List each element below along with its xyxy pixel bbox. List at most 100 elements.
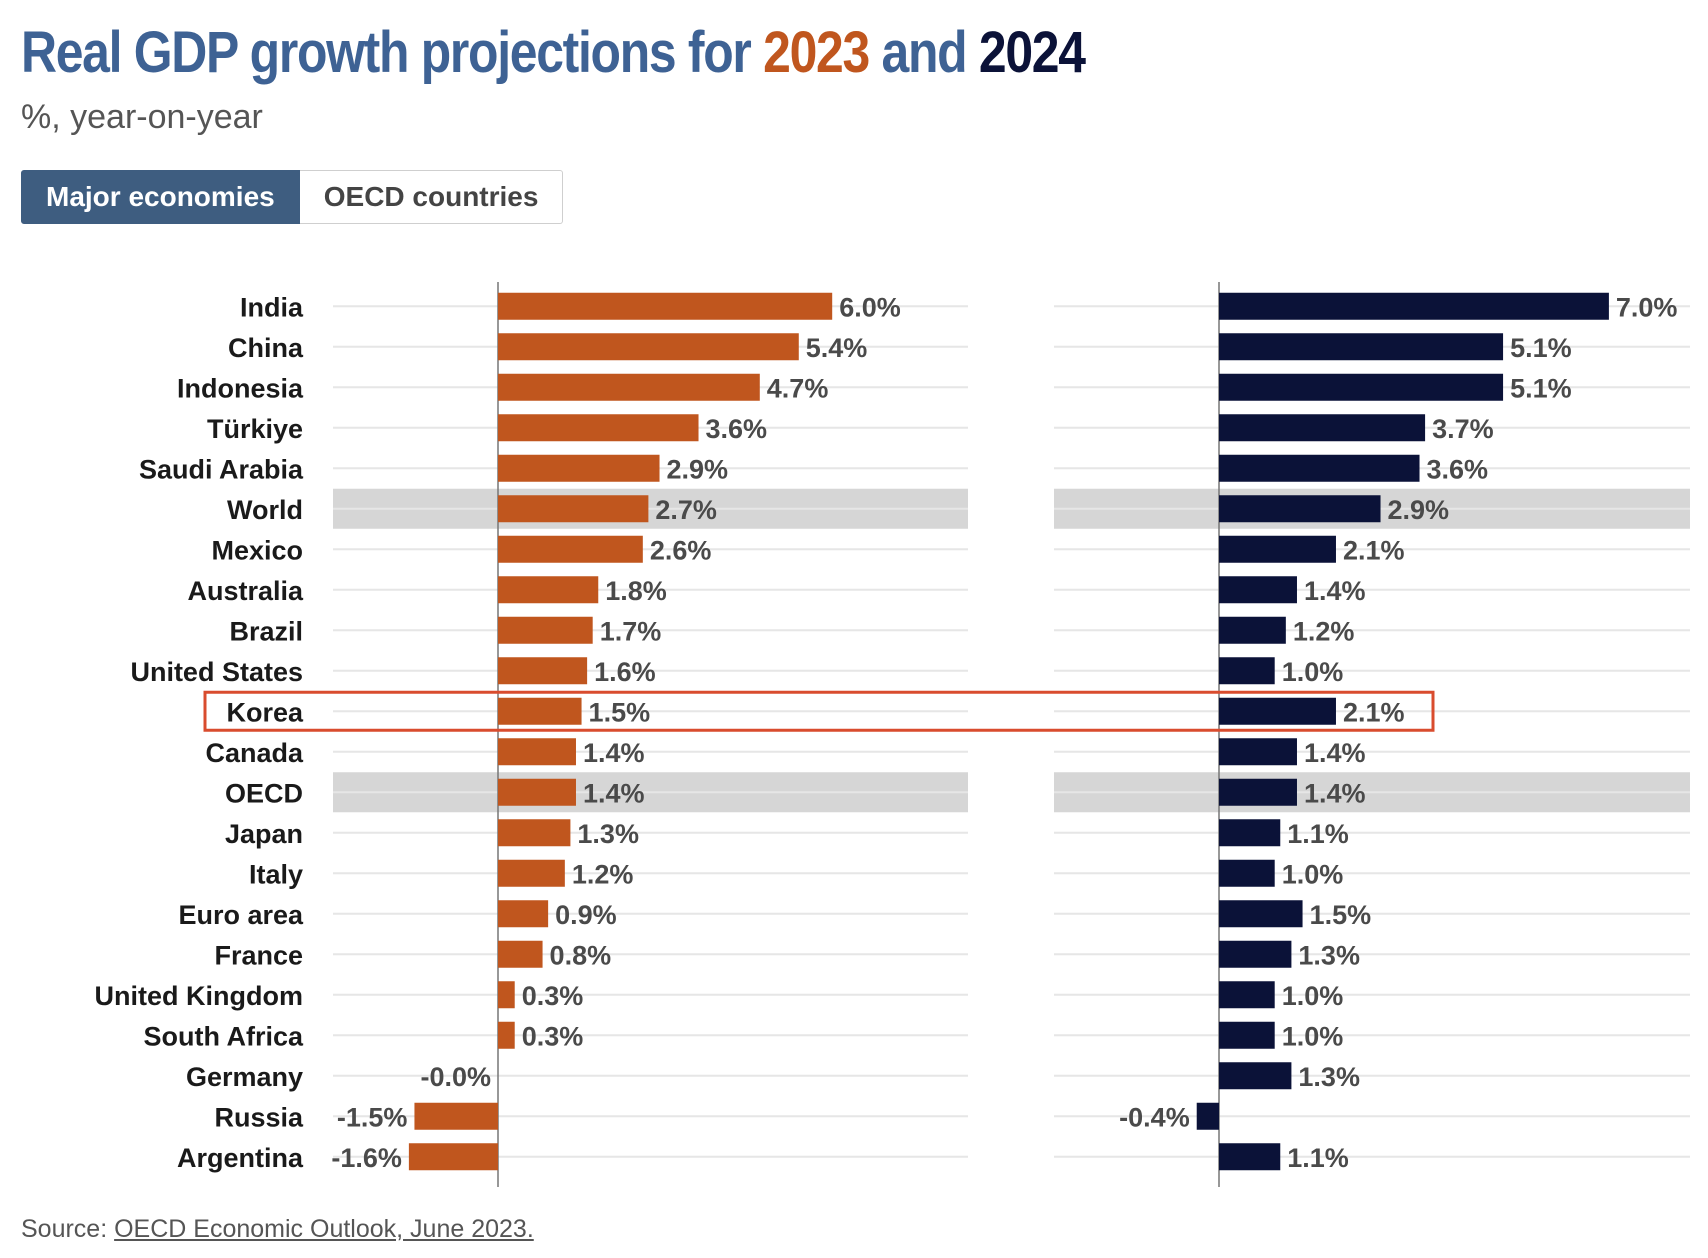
value-label-2023-korea: 1.5% [589,697,651,727]
source-prefix: Source: [21,1215,115,1243]
value-label-2023-united-states: 1.6% [594,657,656,687]
bar-2023-russia [414,1102,498,1130]
value-label-2024-south-africa: 1.0% [1282,1021,1344,1051]
category-label-world: World [227,495,303,525]
bar-2023-japan [498,819,571,847]
bar-2024-euro-area [1219,900,1303,928]
category-label-india: India [240,292,304,322]
category-label-france: France [214,940,303,970]
category-label-germany: Germany [186,1062,303,1092]
bar-2023-italy [498,859,565,887]
value-label-2023-germany: -0.0% [420,1062,491,1092]
bar-2023-turkiye [498,414,699,442]
value-label-2023-india: 6.0% [839,292,901,322]
value-label-2023-oecd: 1.4% [583,778,645,808]
bar-2023-south-africa [498,1021,515,1049]
value-label-2024-france: 1.3% [1298,940,1360,970]
value-label-2024-united-states: 1.0% [1282,657,1344,687]
bar-2024-france [1219,940,1292,968]
value-label-2024-germany: 1.3% [1298,1062,1360,1092]
value-label-2024-indonesia: 5.1% [1510,373,1572,403]
bar-2024-korea [1219,697,1336,725]
bar-2024-japan [1219,819,1281,847]
category-label-south-africa: South Africa [143,1021,303,1051]
value-label-2023-indonesia: 4.7% [767,373,829,403]
bar-2023-united-states [498,657,588,685]
bar-2023-saudi-arabia [498,454,660,482]
bar-2024-turkiye [1219,414,1426,442]
source-note: Source: OECD Economic Outlook, June 2023… [21,1215,534,1244]
value-label-2023-saudi-arabia: 2.9% [667,454,729,484]
value-label-2024-saudi-arabia: 3.6% [1427,454,1489,484]
value-label-2024-india: 7.0% [1616,292,1678,322]
tab-oecd-countries[interactable]: OECD countries [299,170,564,224]
value-label-2024-italy: 1.0% [1282,859,1344,889]
chart-subtitle: %, year-on-year [21,98,263,136]
bar-2024-australia [1219,576,1297,604]
bar-2023-korea [498,697,582,725]
category-label-indonesia: Indonesia [177,373,304,403]
bar-2024-russia [1196,1102,1219,1130]
category-label-argentina: Argentina [177,1143,304,1173]
source-link[interactable]: OECD Economic Outlook, June 2023. [114,1215,534,1243]
value-label-2023-united-kingdom: 0.3% [522,981,584,1011]
value-label-2023-china: 5.4% [806,333,868,363]
value-label-2023-world: 2.7% [655,495,717,525]
value-label-2024-australia: 1.4% [1304,576,1366,606]
value-label-2024-euro-area: 1.5% [1310,900,1372,930]
value-label-2023-brazil: 1.7% [600,616,662,646]
bar-2024-argentina [1219,1143,1281,1171]
category-label-russia: Russia [214,1102,304,1132]
tab-major-economies[interactable]: Major economies [21,170,300,224]
value-label-2023-mexico: 2.6% [650,535,712,565]
bar-2023-australia [498,576,599,604]
bar-2023-euro-area [498,900,549,928]
bar-2024-brazil [1219,616,1286,644]
category-label-japan: Japan [225,819,303,849]
bar-2024-south-africa [1219,1021,1275,1049]
bar-2023-argentina [408,1143,498,1171]
bar-2023-oecd [498,778,576,806]
value-label-2023-turkiye: 3.6% [706,414,768,444]
bar-2024-united-kingdom [1219,981,1275,1009]
bar-2024-germany [1219,1062,1292,1090]
category-label-canada: Canada [205,738,304,768]
bar-2024-oecd [1219,778,1297,806]
value-label-2024-turkiye: 3.7% [1432,414,1494,444]
chart-title: Real GDP growth projections for 2023 and… [21,18,1086,88]
value-label-2023-australia: 1.8% [605,576,667,606]
bar-2023-india [498,292,833,320]
bar-2024-canada [1219,738,1297,766]
title-year-2024: 2024 [978,20,1086,85]
bar-2023-canada [498,738,576,766]
bar-2024-italy [1219,859,1275,887]
value-label-2024-russia: -0.4% [1119,1102,1190,1132]
bar-2024-saudi-arabia [1219,454,1420,482]
value-label-2024-mexico: 2.1% [1343,535,1405,565]
category-label-turkiye: Türkiye [207,414,303,444]
value-label-2024-korea: 2.1% [1343,697,1405,727]
bar-2024-india [1219,292,1609,320]
title-year-2023: 2023 [763,20,870,85]
highlight-box-korea [203,690,1435,732]
category-label-brazil: Brazil [229,616,303,646]
title-text: Real GDP growth projections for [21,20,764,85]
bar-2023-mexico [498,535,643,563]
value-label-2023-france: 0.8% [550,940,612,970]
value-label-2024-oecd: 1.4% [1304,778,1366,808]
value-label-2023-canada: 1.4% [583,738,645,768]
value-label-2024-japan: 1.1% [1287,819,1349,849]
value-label-2024-canada: 1.4% [1304,738,1366,768]
category-label-united-kingdom: United Kingdom [95,981,303,1011]
bar-2024-world [1219,495,1381,523]
bar-2024-mexico [1219,535,1336,563]
bar-2023-indonesia [498,373,760,401]
value-label-2023-italy: 1.2% [572,859,634,889]
bar-2023-china [498,333,799,361]
category-label-saudi-arabia: Saudi Arabia [139,454,304,484]
bar-2023-france [498,940,543,968]
value-label-2024-argentina: 1.1% [1287,1143,1349,1173]
value-label-2024-china: 5.1% [1510,333,1572,363]
category-label-mexico: Mexico [211,535,303,565]
category-label-euro-area: Euro area [178,900,304,930]
